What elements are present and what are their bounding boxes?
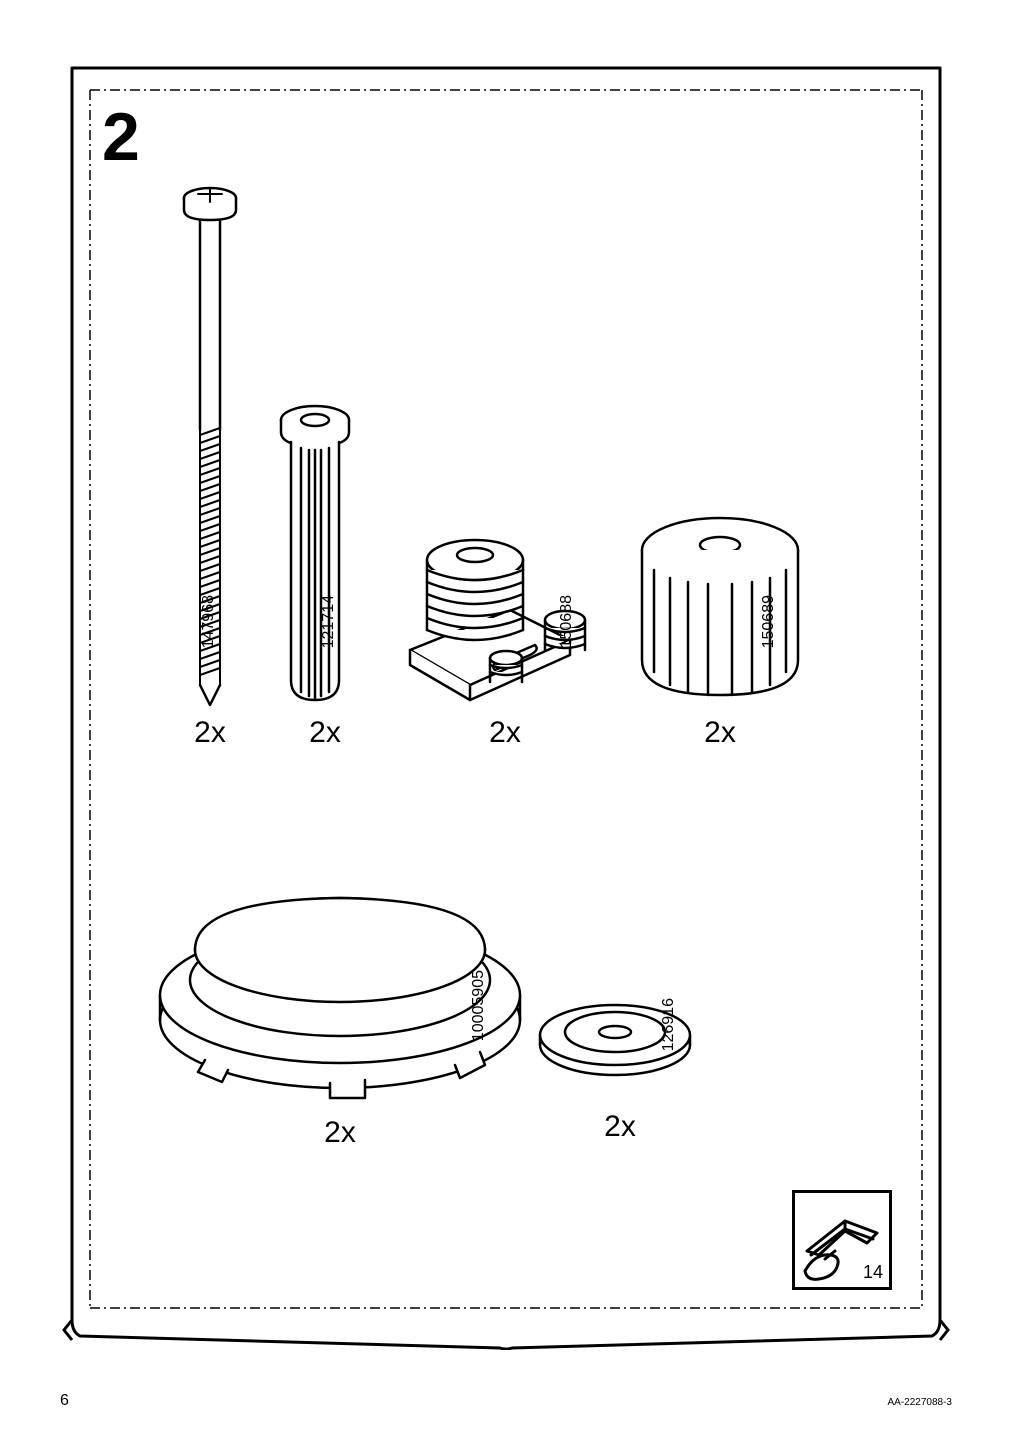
- step-number: 2: [102, 98, 140, 176]
- part-qty: 2x: [150, 716, 270, 750]
- part-qty: 2x: [265, 716, 385, 750]
- part-number-label: 126916: [660, 998, 678, 1051]
- part-number-label: 10005905: [470, 970, 488, 1041]
- part-qty: 2x: [140, 1116, 540, 1150]
- footer-document-id: AA-2227088-3: [888, 1397, 953, 1408]
- part-qty: 2x: [530, 1110, 710, 1144]
- part-number-label: 150688: [558, 595, 576, 648]
- part-bracket: 2x: [390, 500, 620, 750]
- part-number-label: 150689: [760, 595, 778, 648]
- part-qty: 2x: [620, 716, 820, 750]
- reference-box: 14: [792, 1190, 892, 1290]
- part-number-label: 121714: [320, 595, 338, 648]
- part-qty: 2x: [390, 716, 620, 750]
- part-number-label: 147968: [200, 595, 218, 648]
- part-screw: 2x: [150, 180, 270, 750]
- part-wall-plug: 2x: [265, 400, 385, 750]
- reference-page-number: 14: [863, 1262, 883, 1283]
- part-washer-cover: 2x: [530, 990, 710, 1144]
- part-cap: 2x: [620, 500, 820, 750]
- footer-page-number: 6: [60, 1392, 69, 1410]
